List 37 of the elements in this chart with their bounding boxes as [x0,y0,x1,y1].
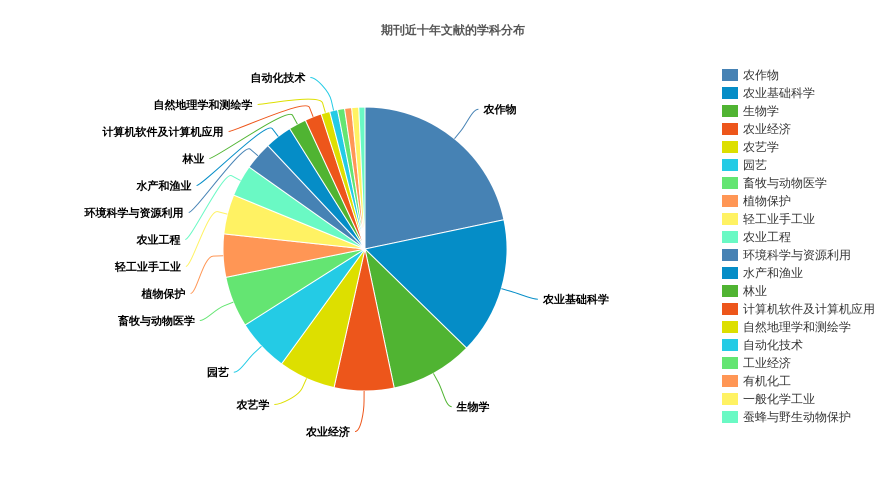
slice-label: 自然地理学和测绘学 [154,98,253,112]
legend-label: 自动化技术 [743,338,803,352]
legend-label: 农作物 [743,68,779,82]
slice-label: 畜牧与动物医学 [116,314,195,328]
legend-label: 生物学 [743,104,779,118]
slice-label: 园艺 [206,366,229,380]
legend-label: 农业经济 [743,122,791,136]
slice-label: 林业 [181,152,204,166]
slice-label: 农作物 [482,103,516,116]
legend-label: 环境科学与资源利用 [743,248,851,262]
legend-label: 植物保护 [743,194,791,208]
legend-label: 水产和渔业 [743,266,803,280]
slice-label: 农业基础科学 [542,293,609,306]
legend-label: 农业工程 [743,230,791,244]
slice-label: 农业经济 [305,425,350,438]
chart-title: 期刊近十年文献的学科分布 [380,23,525,38]
legend-label: 蚕蜂与野生动物保护 [743,410,851,424]
legend-label: 林业 [742,284,767,298]
slice-label: 计算机软件及计算机应用 [102,125,224,138]
slice-label: 农艺学 [235,398,270,412]
slice-label: 植物保护 [140,287,186,300]
legend-label: 轻工业手工业 [743,212,815,226]
legend-label: 一般化学工业 [743,392,815,406]
legend-label: 畜牧与动物医学 [743,176,827,190]
legend-label: 园艺 [743,158,767,172]
legend-label: 农业基础科学 [743,86,815,100]
slice-label: 轻工业手工业 [114,260,181,274]
legend-label: 工业经济 [743,356,791,370]
slice-label: 水产和渔业 [136,179,192,192]
legend-label: 有机化工 [743,374,791,388]
slice-label: 自动化技术 [250,71,306,84]
slice-label: 生物学 [456,400,490,414]
slice-label: 环境科学与资源利用 [84,206,184,220]
legend-label: 农艺学 [743,140,779,154]
slice-label: 农业工程 [135,233,180,246]
legend-label: 自然地理学和测绘学 [743,320,851,334]
legend-label: 计算机软件及计算机应用 [743,302,875,316]
